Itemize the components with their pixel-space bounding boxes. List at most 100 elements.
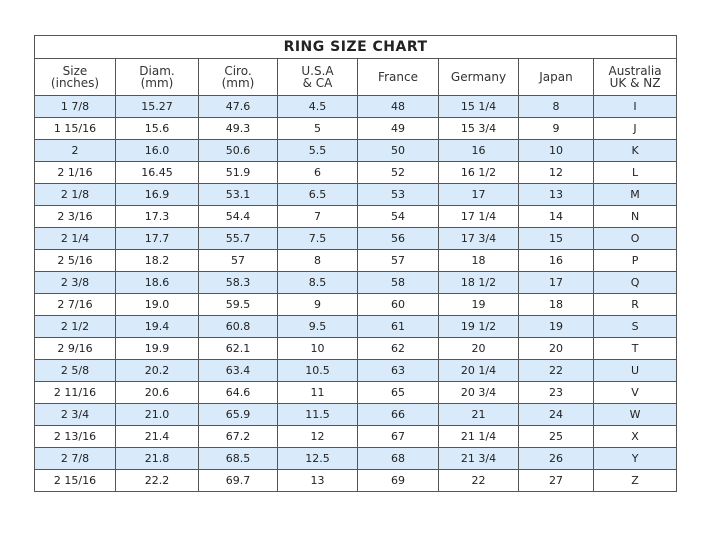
cell-australia-uk-nz: X: [592, 425, 678, 448]
table-row: 2 16.0 50.6 5.5 50 16 10 K: [34, 139, 678, 162]
cell-size-inches: 2 1/2: [34, 315, 116, 338]
cell-australia-uk-nz: R: [592, 293, 678, 316]
cell-france: 48: [357, 95, 439, 118]
cell-germany: 21 1/4: [438, 425, 519, 448]
cell-diameter-mm: 21.8: [115, 447, 199, 470]
cell-size-inches: 1 15/16: [34, 117, 116, 140]
cell-germany: 17 3/4: [438, 227, 519, 250]
cell-australia-uk-nz: U: [592, 359, 678, 382]
cell-diameter-mm: 21.4: [115, 425, 199, 448]
cell-usa-ca: 12: [277, 425, 358, 448]
cell-germany: 20 3/4: [438, 381, 519, 404]
cell-australia-uk-nz: P: [592, 249, 678, 272]
cell-circumference-mm: 65.9: [198, 403, 278, 426]
column-header-australia-uk-nz: Australia UK & NZ: [592, 58, 678, 96]
cell-japan: 27: [518, 469, 594, 492]
cell-circumference-mm: 67.2: [198, 425, 278, 448]
cell-japan: 23: [518, 381, 594, 404]
cell-germany: 21: [438, 403, 519, 426]
cell-diameter-mm: 20.6: [115, 381, 199, 404]
cell-france: 65: [357, 381, 439, 404]
cell-usa-ca: 11: [277, 381, 358, 404]
cell-circumference-mm: 59.5: [198, 293, 278, 316]
header-row: Size (inches) Diam. (mm) Ciro. (mm) U.S.A &…: [34, 58, 678, 96]
cell-japan: 16: [518, 249, 594, 272]
cell-france: 50: [357, 139, 439, 162]
cell-size-inches: 2 15/16: [34, 469, 116, 492]
cell-germany: 20 1/4: [438, 359, 519, 382]
cell-size-inches: 2 1/4: [34, 227, 116, 250]
cell-usa-ca: 13: [277, 469, 358, 492]
cell-diameter-mm: 16.0: [115, 139, 199, 162]
cell-usa-ca: 7.5: [277, 227, 358, 250]
cell-size-inches: 2 3/4: [34, 403, 116, 426]
cell-usa-ca: 5.5: [277, 139, 358, 162]
cell-australia-uk-nz: W: [592, 403, 678, 426]
cell-usa-ca: 10.5: [277, 359, 358, 382]
column-header-usa-ca: U.S.A & CA: [277, 58, 358, 96]
table-row: 2 5/8 20.2 63.4 10.5 63 20 1/4 22 U: [34, 359, 678, 382]
cell-japan: 19: [518, 315, 594, 338]
cell-diameter-mm: 17.7: [115, 227, 199, 250]
cell-france: 68: [357, 447, 439, 470]
cell-size-inches: 2 9/16: [34, 337, 116, 360]
cell-japan: 9: [518, 117, 594, 140]
cell-circumference-mm: 68.5: [198, 447, 278, 470]
column-header-japan: Japan: [518, 58, 594, 96]
cell-circumference-mm: 53.1: [198, 183, 278, 206]
cell-diameter-mm: 19.0: [115, 293, 199, 316]
table-row: 2 3/16 17.3 54.4 7 54 17 1/4 14 N: [34, 205, 678, 228]
cell-japan: 17: [518, 271, 594, 294]
cell-size-inches: 2 7/8: [34, 447, 116, 470]
cell-size-inches: 2 1/8: [34, 183, 116, 206]
cell-germany: 16: [438, 139, 519, 162]
table-row: 2 11/16 20.6 64.6 11 65 20 3/4 23 V: [34, 381, 678, 404]
cell-diameter-mm: 19.9: [115, 337, 199, 360]
cell-france: 53: [357, 183, 439, 206]
cell-australia-uk-nz: I: [592, 95, 678, 118]
cell-size-inches: 1 7/8: [34, 95, 116, 118]
table-row: 2 3/8 18.6 58.3 8.5 58 18 1/2 17 Q: [34, 271, 678, 294]
cell-circumference-mm: 55.7: [198, 227, 278, 250]
table-row: 2 5/16 18.2 57 8 57 18 16 P: [34, 249, 678, 272]
cell-france: 69: [357, 469, 439, 492]
cell-circumference-mm: 64.6: [198, 381, 278, 404]
table-row: 2 1/4 17.7 55.7 7.5 56 17 3/4 15 O: [34, 227, 678, 250]
cell-usa-ca: 5: [277, 117, 358, 140]
cell-usa-ca: 12.5: [277, 447, 358, 470]
table-row: 2 7/16 19.0 59.5 9 60 19 18 R: [34, 293, 678, 316]
cell-diameter-mm: 17.3: [115, 205, 199, 228]
cell-france: 67: [357, 425, 439, 448]
cell-australia-uk-nz: M: [592, 183, 678, 206]
column-header-size-inches: Size (inches): [34, 58, 116, 96]
cell-australia-uk-nz: V: [592, 381, 678, 404]
ring-size-chart: RING SIZE CHART Size (inches) Diam. (mm) C…: [33, 35, 678, 492]
cell-usa-ca: 4.5: [277, 95, 358, 118]
cell-germany: 19 1/2: [438, 315, 519, 338]
cell-japan: 8: [518, 95, 594, 118]
cell-usa-ca: 6: [277, 161, 358, 184]
cell-circumference-mm: 50.6: [198, 139, 278, 162]
cell-germany: 18: [438, 249, 519, 272]
cell-circumference-mm: 58.3: [198, 271, 278, 294]
table-row: 2 9/16 19.9 62.1 10 62 20 20 T: [34, 337, 678, 360]
cell-circumference-mm: 49.3: [198, 117, 278, 140]
cell-diameter-mm: 20.2: [115, 359, 199, 382]
cell-circumference-mm: 63.4: [198, 359, 278, 382]
cell-usa-ca: 11.5: [277, 403, 358, 426]
cell-diameter-mm: 18.6: [115, 271, 199, 294]
cell-diameter-mm: 18.2: [115, 249, 199, 272]
cell-diameter-mm: 22.2: [115, 469, 199, 492]
table-row: 1 7/8 15.27 47.6 4.5 48 15 1/4 8 I: [34, 95, 678, 118]
cell-france: 60: [357, 293, 439, 316]
cell-usa-ca: 10: [277, 337, 358, 360]
cell-size-inches: 2 5/16: [34, 249, 116, 272]
table-row: 2 3/4 21.0 65.9 11.5 66 21 24 W: [34, 403, 678, 426]
chart-title: RING SIZE CHART: [33, 35, 678, 59]
cell-australia-uk-nz: S: [592, 315, 678, 338]
cell-japan: 18: [518, 293, 594, 316]
table-row: 2 15/16 22.2 69.7 13 69 22 27 Z: [34, 469, 678, 492]
column-header-germany: Germany: [438, 58, 519, 96]
cell-circumference-mm: 69.7: [198, 469, 278, 492]
cell-circumference-mm: 60.8: [198, 315, 278, 338]
